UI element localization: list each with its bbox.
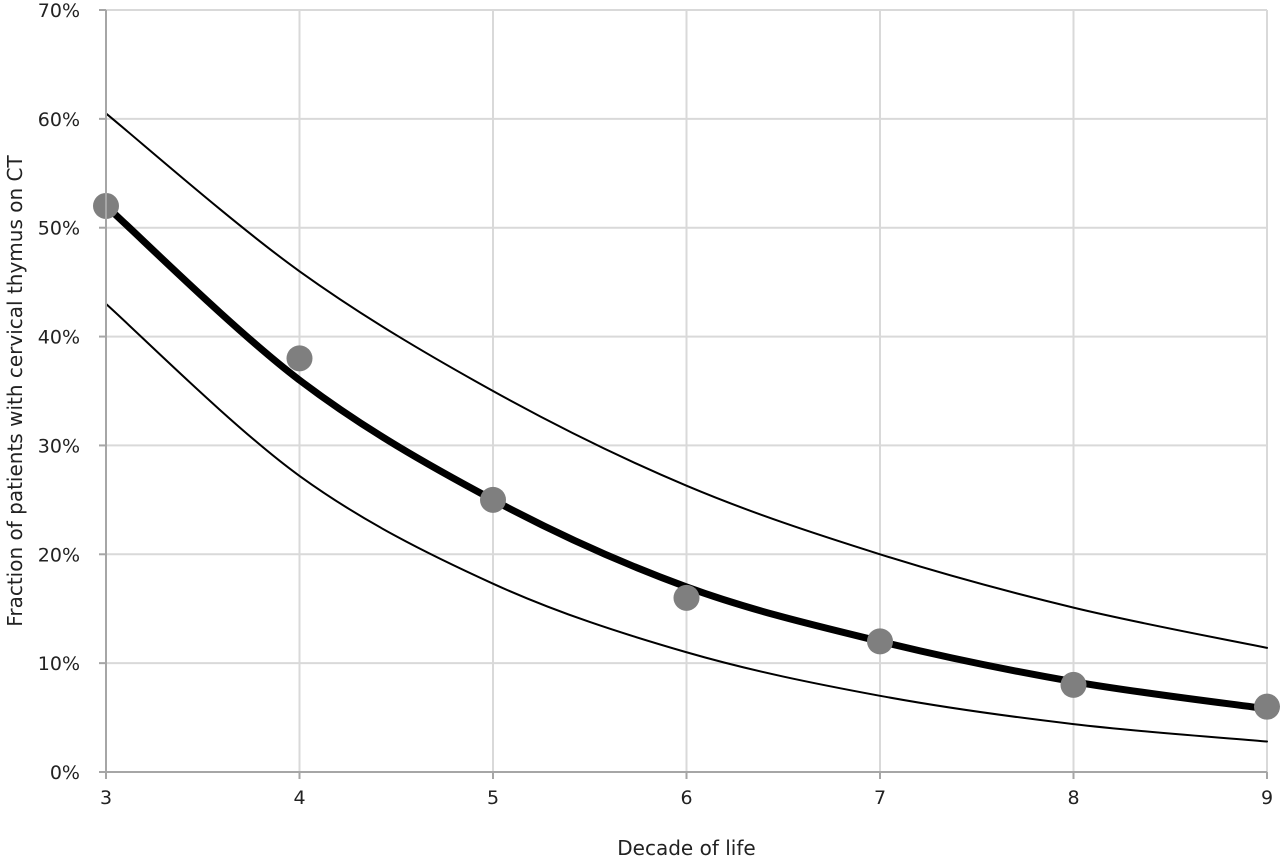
data-point	[286, 345, 313, 372]
grid	[106, 9, 1268, 772]
y-tick-label: 40%	[38, 327, 80, 349]
y-tick-label: 10%	[38, 653, 80, 675]
x-tick-label: 9	[1261, 787, 1273, 809]
lower-bound-curve	[105, 302, 1268, 743]
tick-labels: 0% 10% 20% 30% 40% 50% 60% 70% 3 4 5 6 7 8 9	[38, 0, 1273, 809]
y-tick-label: 0%	[50, 762, 80, 784]
data-points	[93, 192, 1280, 720]
data-point	[1254, 693, 1280, 720]
y-tick-label: 50%	[38, 218, 80, 240]
data-point	[1060, 671, 1087, 698]
x-tick-label: 7	[874, 787, 886, 809]
x-tick-label: 4	[293, 787, 305, 809]
y-tick-label: 70%	[38, 0, 80, 22]
x-tick-label: 5	[487, 787, 499, 809]
y-tick-label: 60%	[38, 109, 80, 131]
data-point	[867, 628, 893, 655]
y-tick-label: 30%	[38, 435, 80, 457]
x-tick-label: 3	[100, 787, 112, 809]
y-tick-label: 20%	[38, 544, 80, 566]
data-point	[480, 486, 506, 513]
x-tick-label: 8	[1067, 787, 1079, 809]
upper-bound-curve	[105, 112, 1268, 649]
x-tick-label: 6	[680, 787, 692, 809]
x-axis-title: Decade of life	[617, 836, 755, 858]
axes	[99, 9, 1268, 779]
y-axis-title: Fraction of patients with cervical thymu…	[3, 155, 27, 627]
data-point	[673, 584, 700, 611]
